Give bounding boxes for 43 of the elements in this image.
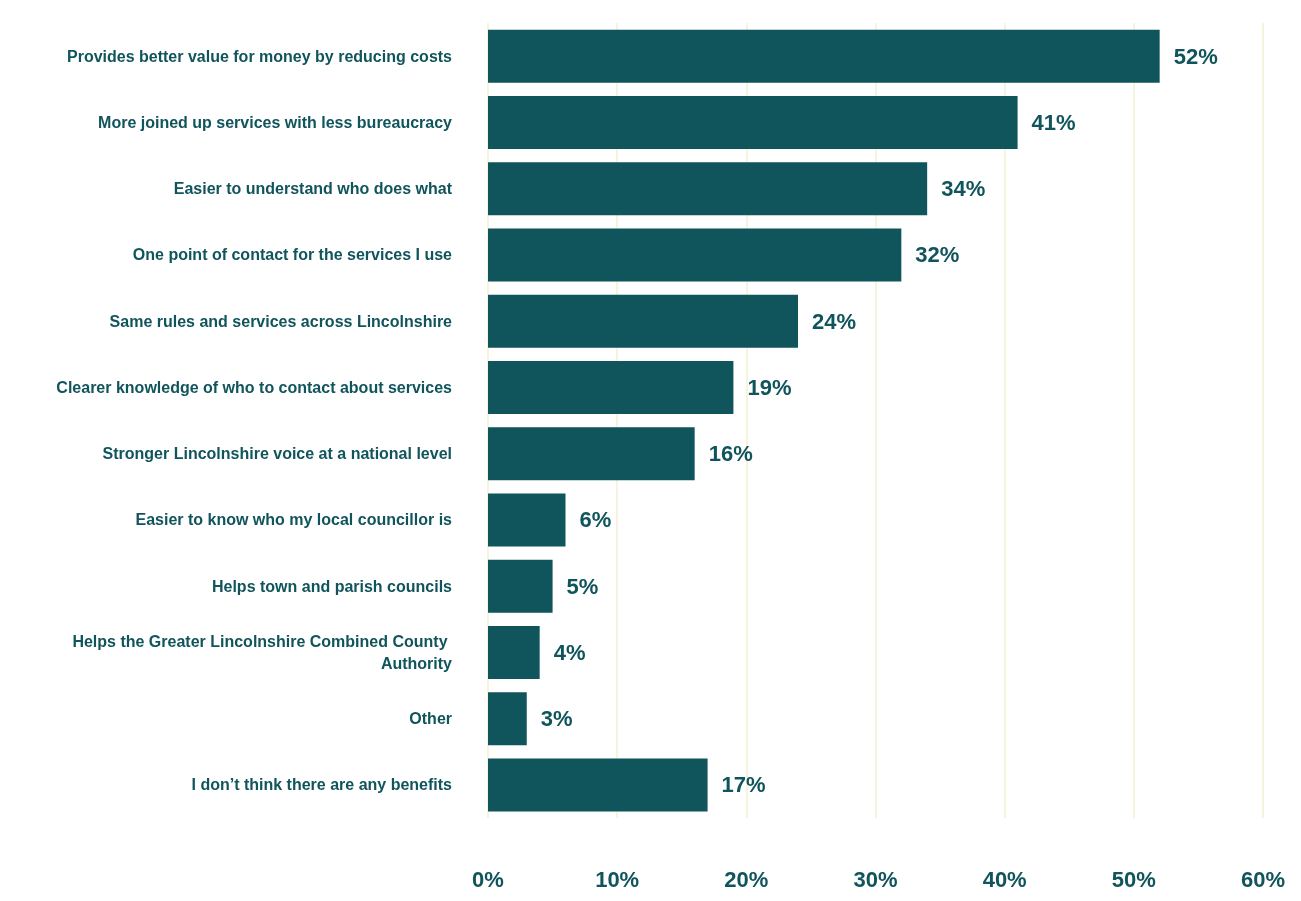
y-tick-label: Easier to know who my local councillor is [135, 511, 453, 529]
bar [488, 294, 798, 348]
x-tick-label: 50% [1111, 866, 1156, 892]
data-label: 5% [566, 573, 599, 599]
y-tick-label: Same rules and services across Lincolnshire [109, 312, 453, 330]
bar [488, 162, 928, 216]
bar [488, 427, 695, 481]
y-tick-label: Helps the Greater Lincolnshire Combined County Authority [72, 632, 453, 672]
data-label: 16% [708, 441, 753, 467]
y-tick-label: Easier to understand who does what [173, 180, 453, 198]
bar [488, 758, 708, 812]
y-tick-label: Provides better value for money by reducing costs [67, 47, 453, 65]
bar [488, 29, 1160, 83]
bar [488, 228, 902, 282]
x-tick-label: 40% [982, 866, 1027, 892]
data-label: 52% [1173, 43, 1218, 69]
x-tick-label: 30% [853, 866, 898, 892]
data-label: 17% [721, 772, 766, 798]
y-tick-label: More joined up services with less bureaucracy [98, 113, 453, 131]
data-label: 32% [915, 242, 960, 268]
data-label: 34% [941, 176, 986, 202]
x-tick-label: 20% [724, 866, 769, 892]
y-tick-label: Other [409, 710, 452, 728]
y-tick-label: One point of contact for the services I use [132, 246, 453, 264]
data-label: 24% [812, 308, 857, 334]
x-tick-label: 60% [1240, 866, 1286, 892]
bar [488, 692, 527, 746]
bar [488, 625, 540, 679]
bar [488, 559, 553, 613]
y-tick-label: Stronger Lincolnshire voice at a national level [102, 445, 452, 463]
y-tick-label: I don’t think there are any benefits [191, 776, 453, 794]
data-label: 6% [579, 507, 612, 533]
data-label: 41% [1031, 109, 1076, 135]
data-label: 4% [553, 639, 586, 665]
x-tick-label: 10% [595, 866, 640, 892]
bar [488, 95, 1018, 149]
x-tick-label: 0% [472, 866, 504, 892]
data-label: 19% [747, 374, 792, 400]
bar [488, 493, 566, 547]
data-label: 3% [540, 706, 573, 732]
y-tick-label: Clearer knowledge of who to contact about services [56, 378, 453, 396]
bar [488, 360, 734, 414]
y-tick-label: Helps town and parish councils [211, 577, 453, 595]
